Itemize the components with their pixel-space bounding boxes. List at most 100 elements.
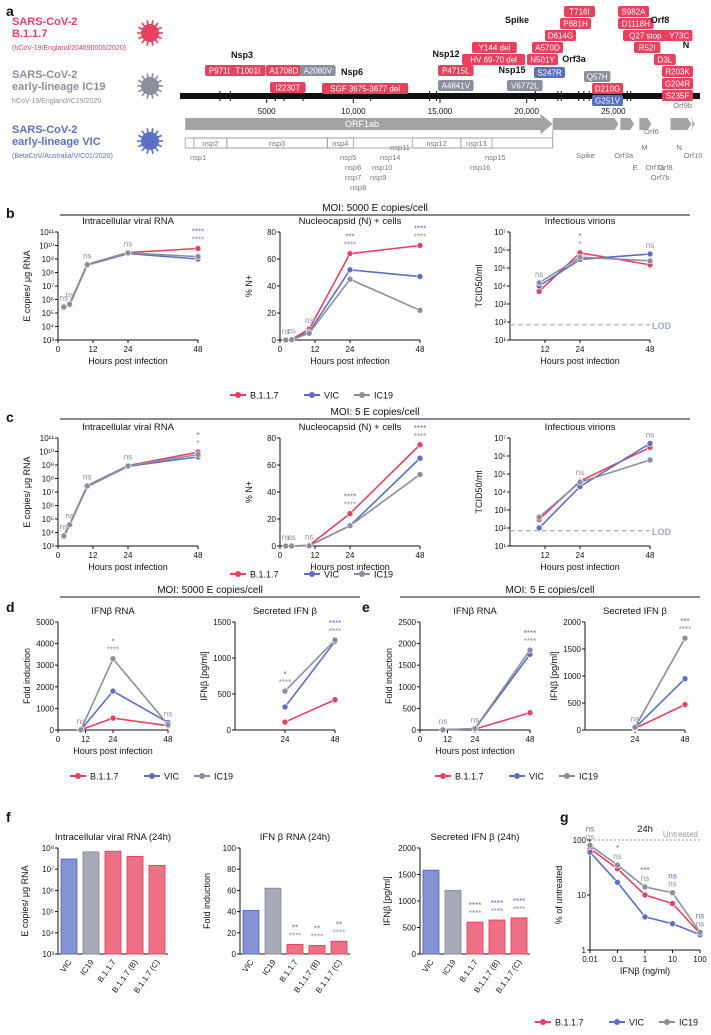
y-tick-label: 1000 xyxy=(398,897,416,906)
lod-label: LOD xyxy=(652,527,671,537)
legend-g: B.1.1.7 VIC IC19 xyxy=(535,1018,698,1028)
significance-label: **** xyxy=(491,899,503,908)
gene-group-spike: Spike xyxy=(505,15,529,25)
mutation-label xyxy=(545,30,576,41)
x-tick-label: 24 xyxy=(631,735,640,744)
virus-icon xyxy=(141,24,159,42)
gene-group-orf3a: Orf3a xyxy=(562,54,587,64)
y-tick-label: 10⁸ xyxy=(42,844,54,853)
y-tick-label: 10⁶ xyxy=(494,246,506,255)
chart-c2: Nucleocapsid (N) + cells 0 20 40 60 80 0 12 24 48… xyxy=(244,422,426,572)
mutation-label xyxy=(534,67,565,78)
y-tick-label: 10⁸ xyxy=(42,269,54,278)
data-point-ic19 xyxy=(535,279,543,287)
gene-group-nsp6: Nsp6 xyxy=(341,67,363,77)
data-point-vic xyxy=(535,524,543,532)
x-tick-label: VIC xyxy=(241,958,256,974)
data-point-ic19 xyxy=(614,861,621,869)
y-tick-label: 1500 xyxy=(398,661,416,670)
significance-label: ns xyxy=(631,714,639,723)
x-tick-label: 0 xyxy=(56,551,61,560)
y-tick-label: 0 xyxy=(227,726,232,735)
x-tick-label: 0 xyxy=(418,735,423,744)
y-axis-label: Fold induction xyxy=(384,648,394,704)
legend-marker xyxy=(540,1019,546,1025)
legend-b: B.1.1.7 VIC IC19 xyxy=(230,391,393,401)
significance-label: ns xyxy=(471,715,479,724)
x-tick-label: 48 xyxy=(416,551,425,560)
nsp-small-label: nsp15 xyxy=(485,153,505,162)
significance-label: ns xyxy=(439,717,447,726)
y-tick-label: 0 xyxy=(577,726,582,735)
data-point-vic xyxy=(646,250,654,258)
legend-marker xyxy=(75,773,81,779)
nsp-label: nsp13 xyxy=(466,139,486,148)
bar-3 xyxy=(488,919,506,955)
mutation-label xyxy=(300,65,336,76)
mutation-label xyxy=(662,66,693,77)
legend-label: B.1.1.7 xyxy=(250,391,279,401)
legend-marker xyxy=(614,1019,620,1025)
y-tick-label: 20 xyxy=(267,309,276,318)
x-axis-label: Hours post infection xyxy=(73,746,153,756)
x-tick-label: 24 xyxy=(124,551,133,560)
data-point-ic19 xyxy=(416,471,424,478)
data-point-ic19 xyxy=(194,451,202,458)
significance-label: **** xyxy=(192,227,204,236)
nsp-small-label: nsp10 xyxy=(372,163,392,172)
data-point-ic19 xyxy=(346,522,354,530)
nsp-small-label: nsp5 xyxy=(340,153,356,162)
significance-label: ** xyxy=(292,923,298,932)
gene-label-orf7a: Orf7a xyxy=(646,163,666,172)
chart-title: Infectious virions xyxy=(545,422,616,433)
significance-label: * xyxy=(111,638,114,647)
legend-marker xyxy=(235,392,241,398)
x-tick-label: VIC xyxy=(59,958,74,974)
mutation-text: T716I xyxy=(569,8,589,17)
significance-label: ** xyxy=(314,925,320,934)
chart-title: Intracellular viral RNA (24h) xyxy=(55,832,171,843)
significance-label: ns xyxy=(124,453,132,462)
x-tick-label: 0.1 xyxy=(612,955,624,964)
y-tick-label: 80 xyxy=(227,865,236,874)
significance-label: ns xyxy=(668,880,676,889)
legend-marker xyxy=(235,571,241,577)
legend-label: B.1.1.7 xyxy=(555,1018,584,1028)
y-tick-label: 1000 xyxy=(213,654,231,663)
mutation-text: P681H xyxy=(563,20,588,29)
mutation-label xyxy=(322,83,409,94)
y-tick-label: 0 xyxy=(232,950,237,959)
gene-label-e: E xyxy=(632,163,637,172)
y-axis-label: % of untreated xyxy=(554,866,564,925)
y-tick-label: 2000 xyxy=(563,618,581,627)
x-tick-label: 12 xyxy=(81,735,90,744)
series-line-ic19 xyxy=(442,649,531,731)
x-tick-label: 48 xyxy=(164,735,173,744)
y-axis-label: IFNβ [pg/ml] xyxy=(199,651,209,700)
legend-marker xyxy=(309,571,315,577)
mutation-label xyxy=(527,54,558,65)
mutation-label xyxy=(560,18,591,29)
significance-label: ns xyxy=(586,832,594,841)
nsp-small-label: nsp9 xyxy=(370,173,386,182)
y-tick-label: 10⁴ xyxy=(494,488,507,497)
mutation-text: D614G xyxy=(548,32,573,41)
data-point-ic19 xyxy=(416,306,424,314)
bar-0 xyxy=(242,910,260,955)
significance-label: **** xyxy=(524,637,536,646)
chart-title: Infectious virions xyxy=(545,216,616,227)
data-point-ic19 xyxy=(586,842,594,849)
data-point-ic19 xyxy=(646,456,654,464)
mutation-text: Y144 del xyxy=(479,44,511,53)
orf1ab-arrow xyxy=(185,114,553,134)
data-point-vic xyxy=(681,675,689,683)
y-tick-label: 500 xyxy=(403,704,417,713)
significance-label: ns xyxy=(535,270,543,279)
legend-label: VIC xyxy=(529,772,545,782)
series-line-vic xyxy=(63,456,199,537)
mutation-text: D3L xyxy=(658,56,673,65)
y-tick-label: 40 xyxy=(267,488,276,497)
x-tick-label: IC19 xyxy=(261,958,278,977)
